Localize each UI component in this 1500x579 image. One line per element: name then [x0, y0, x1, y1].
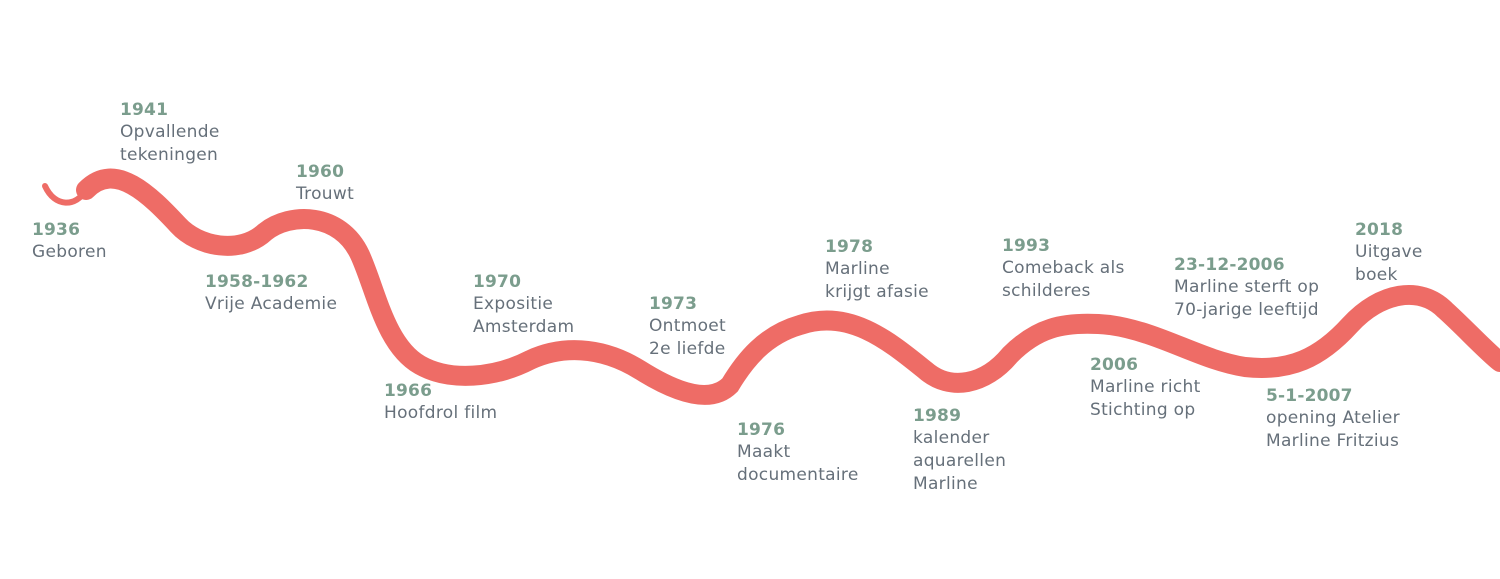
timeline-ribbon-body [76, 168, 1500, 405]
timeline-event-2006: 2006 Marline richt Stichting op [1090, 354, 1201, 422]
event-description-line: 2e liefde [649, 339, 726, 359]
event-description-line: krijgt afasie [825, 282, 929, 302]
timeline-event-23-12-2006: 23-12-2006 Marline sterft op 70-jarige l… [1174, 254, 1319, 322]
timeline-event-1966: 1966 Hoofdrol film [384, 380, 497, 425]
event-description-line: Marline [825, 259, 890, 279]
event-description-line: Vrije Academie [205, 294, 338, 314]
timeline-event-1978: 1978 Marline krijgt afasie [825, 236, 929, 304]
event-description-line: Maakt [737, 442, 791, 462]
timeline-event-5-1-2007: 5-1-2007 opening Atelier Marline Fritziu… [1266, 385, 1400, 453]
event-description-line: Marline richt [1090, 377, 1201, 397]
event-description-line: Stichting op [1090, 400, 1196, 420]
timeline-event-1960: 1960 Trouwt [296, 161, 354, 206]
event-description-line: documentaire [737, 465, 859, 485]
event-description-line: Comeback als [1002, 258, 1125, 278]
event-description-line: Hoofdrol film [384, 403, 498, 423]
event-description-line: opening Atelier [1266, 408, 1400, 428]
event-description-line: kalender [913, 428, 990, 448]
event-description-line: Marline [913, 474, 978, 494]
timeline-event-1936: 1936 Geboren [32, 219, 107, 264]
event-description-line: Amsterdam [473, 317, 575, 337]
event-year: 1989 [913, 406, 962, 426]
event-description-line: tekeningen [120, 145, 219, 165]
timeline-event-1976: 1976 Maakt documentaire [737, 419, 859, 487]
timeline-event-1958-1962: 1958-1962 Vrije Academie [205, 271, 337, 316]
event-description-line: 70-jarige leeftijd [1174, 300, 1319, 320]
event-year: 1936 [32, 220, 81, 240]
event-year: 23-12-2006 [1174, 255, 1285, 275]
event-year: 2006 [1090, 355, 1139, 375]
event-description-line: Opvallende [120, 122, 220, 142]
event-description-line: aquarellen [913, 451, 1007, 471]
event-year: 1960 [296, 162, 345, 182]
event-year: 5-1-2007 [1266, 386, 1353, 406]
event-year: 1941 [120, 100, 169, 120]
event-year: 1973 [649, 294, 698, 314]
event-year: 1958-1962 [205, 272, 309, 292]
event-year: 1978 [825, 237, 874, 257]
event-year: 1976 [737, 420, 786, 440]
event-description-line: Marline sterft op [1174, 277, 1320, 297]
event-description-line: boek [1355, 265, 1398, 285]
timeline-event-1973: 1973 Ontmoet 2e liefde [649, 293, 726, 361]
timeline-event-1970: 1970 Expositie Amsterdam [473, 271, 574, 339]
event-description-line: Trouwt [296, 184, 355, 204]
event-description-line: Uitgave [1355, 242, 1423, 262]
event-description-line: Marline Fritzius [1266, 431, 1400, 451]
event-year: 1970 [473, 272, 522, 292]
event-year: 1966 [384, 381, 433, 401]
event-year: 1993 [1002, 236, 1051, 256]
event-year: 2018 [1355, 220, 1404, 240]
event-description-line: schilderes [1002, 281, 1091, 301]
event-description-line: Geboren [32, 242, 107, 262]
timeline-event-2018: 2018 Uitgave boek [1355, 219, 1423, 287]
event-description-line: Expositie [473, 294, 554, 314]
timeline-event-1993: 1993 Comeback als schilderes [1002, 235, 1125, 303]
event-description-line: Ontmoet [649, 316, 727, 336]
timeline-event-1941: 1941 Opvallende tekeningen [120, 99, 220, 167]
timeline-event-1989: 1989 kalender aquarellen Marline [913, 405, 1006, 496]
